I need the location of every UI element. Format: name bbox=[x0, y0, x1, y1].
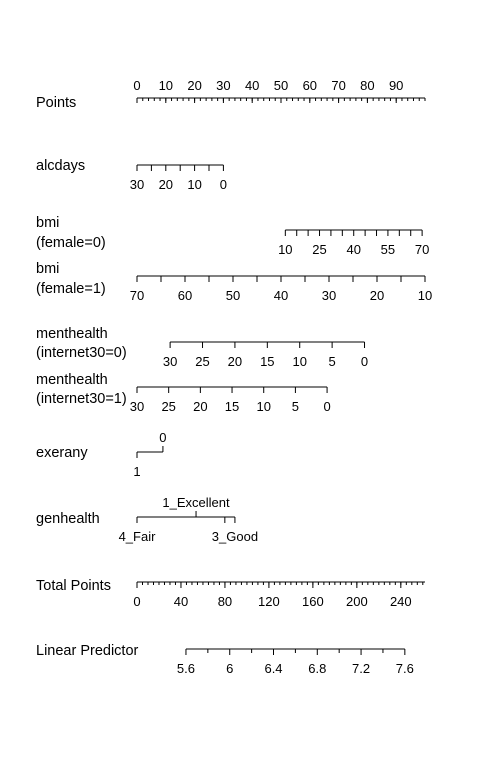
tick-label: 3_Good bbox=[212, 529, 258, 544]
tick-label: 0 bbox=[361, 354, 368, 369]
tick-label: 30 bbox=[322, 288, 336, 303]
tick-label: 0 bbox=[323, 399, 330, 414]
row-points: Points 0 10 20 30 40 50 60 70 80 90 bbox=[36, 78, 426, 111]
tick-label: 70 bbox=[415, 242, 429, 257]
tick-label: 40 bbox=[346, 242, 360, 257]
tick-label: 80 bbox=[360, 78, 374, 93]
tick-label: 30 bbox=[163, 354, 177, 369]
tick-label: 240 bbox=[390, 594, 412, 609]
tick-label: 70 bbox=[331, 78, 345, 93]
tick-label: 10 bbox=[187, 177, 201, 192]
tick-label: 20 bbox=[228, 354, 242, 369]
tick-label: 1 bbox=[133, 464, 140, 479]
tick-label: 6.4 bbox=[264, 661, 282, 676]
tick-label: 5.6 bbox=[177, 661, 195, 676]
tick-label: 4_Fair bbox=[119, 529, 157, 544]
tick-label: 20 bbox=[193, 399, 207, 414]
tick-label: 50 bbox=[226, 288, 240, 303]
row-label: (female=0) bbox=[36, 235, 106, 251]
tick-label: 20 bbox=[370, 288, 384, 303]
row-linear-predictor: Linear Predictor 5.6 6 6.4 6.8 7.2 7.6 bbox=[36, 643, 414, 676]
tick-label: 10 bbox=[292, 354, 306, 369]
row-menthealth-internet1: menthealth (internet30=1) 30 25 20 15 10 5 0 bbox=[36, 372, 331, 414]
tick-label: 10 bbox=[256, 399, 270, 414]
tick-label: 10 bbox=[278, 242, 292, 257]
tick-label: 70 bbox=[130, 288, 144, 303]
tick-label: 25 bbox=[161, 399, 175, 414]
tick-label: 6 bbox=[226, 661, 233, 676]
tick-label: 30 bbox=[130, 177, 144, 192]
tick-label: 60 bbox=[178, 288, 192, 303]
tick-label: 7.2 bbox=[352, 661, 370, 676]
row-total-points: Total Points 0 40 80 120 160 200 240 bbox=[36, 578, 425, 609]
tick-label: 30 bbox=[130, 399, 144, 414]
tick-label: 80 bbox=[218, 594, 232, 609]
row-menthealth-internet0: menthealth (internet30=0) 30 25 20 15 10 5 0 bbox=[36, 326, 368, 369]
row-label: (internet30=0) bbox=[36, 345, 127, 361]
tick-label: 5 bbox=[292, 399, 299, 414]
tick-label: 90 bbox=[389, 78, 403, 93]
row-alcdays: alcdays 30 20 10 0 bbox=[36, 158, 227, 192]
tick-label: 0 bbox=[159, 430, 166, 445]
row-label: menthealth bbox=[36, 372, 108, 388]
tick-label: 55 bbox=[381, 242, 395, 257]
tick-label: 0 bbox=[220, 177, 227, 192]
tick-label: 120 bbox=[258, 594, 280, 609]
tick-label: 1_Excellent bbox=[162, 495, 230, 510]
row-label: exerany bbox=[36, 445, 88, 461]
row-label: Total Points bbox=[36, 578, 111, 594]
tick-label: 15 bbox=[260, 354, 274, 369]
tick-label: 0 bbox=[133, 594, 140, 609]
tick-label: 5 bbox=[329, 354, 336, 369]
tick-label: 0 bbox=[133, 78, 140, 93]
tick-label: 25 bbox=[195, 354, 209, 369]
row-label: alcdays bbox=[36, 158, 85, 174]
row-label: (female=1) bbox=[36, 281, 106, 297]
row-genhealth: genhealth 1_Excellent 4_Fair 3_Good bbox=[36, 495, 258, 544]
tick-label: 25 bbox=[312, 242, 326, 257]
tick-label: 40 bbox=[274, 288, 288, 303]
tick-label: 40 bbox=[245, 78, 259, 93]
tick-label: 60 bbox=[303, 78, 317, 93]
tick-label: 30 bbox=[216, 78, 230, 93]
row-label: genhealth bbox=[36, 511, 100, 527]
tick-label: 20 bbox=[187, 78, 201, 93]
tick-label: 7.6 bbox=[396, 661, 414, 676]
row-label: menthealth bbox=[36, 326, 108, 342]
row-exerany: exerany 0 1 bbox=[36, 430, 167, 479]
row-label: bmi bbox=[36, 215, 59, 231]
row-label: bmi bbox=[36, 261, 59, 277]
tick-label: 6.8 bbox=[308, 661, 326, 676]
row-label: Points bbox=[36, 95, 76, 111]
tick-label: 50 bbox=[274, 78, 288, 93]
row-bmi-female0: bmi (female=0) 10 25 40 55 70 bbox=[36, 215, 429, 257]
tick-label: 10 bbox=[418, 288, 432, 303]
row-label: Linear Predictor bbox=[36, 643, 139, 659]
tick-label: 20 bbox=[159, 177, 173, 192]
tick-label: 15 bbox=[225, 399, 239, 414]
tick-label: 160 bbox=[302, 594, 324, 609]
tick-label: 10 bbox=[159, 78, 173, 93]
tick-label: 200 bbox=[346, 594, 368, 609]
row-bmi-female1: bmi (female=1) 70 60 50 40 30 20 10 bbox=[36, 261, 432, 303]
row-label: (internet30=1) bbox=[36, 391, 127, 407]
tick-label: 40 bbox=[174, 594, 188, 609]
